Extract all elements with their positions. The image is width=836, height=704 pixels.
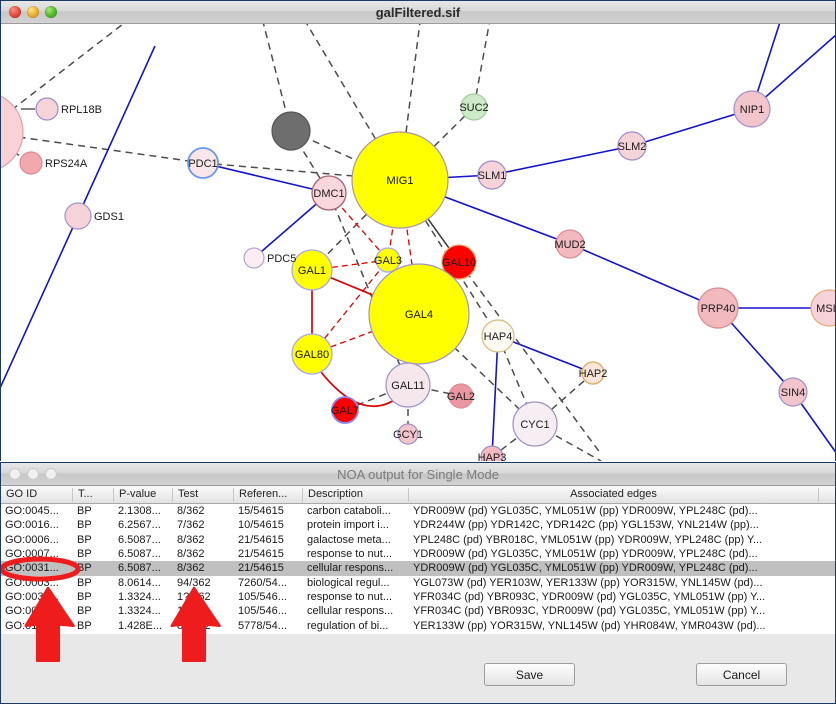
svg-text:GAL2: GAL2 [447, 391, 475, 403]
svg-text:RPL18B: RPL18B [61, 104, 102, 116]
svg-text:MUD2: MUD2 [554, 239, 585, 251]
svg-text:GAL80: GAL80 [295, 349, 329, 361]
svg-text:MSI1: MSI1 [816, 303, 835, 315]
svg-text:DMC1: DMC1 [313, 188, 344, 200]
svg-text:GCY1: GCY1 [393, 429, 423, 441]
svg-text:HAP3: HAP3 [478, 452, 507, 461]
svg-text:PDC1: PDC1 [188, 158, 217, 170]
svg-text:GAL10: GAL10 [442, 257, 476, 269]
svg-text:NIP1: NIP1 [740, 104, 764, 116]
svg-text:GAL1: GAL1 [298, 265, 326, 277]
svg-text:CYC1: CYC1 [520, 419, 549, 431]
svg-text:SUC2: SUC2 [459, 102, 488, 114]
svg-text:MIG1: MIG1 [387, 175, 414, 187]
svg-text:RPS24A: RPS24A [45, 158, 88, 170]
svg-text:GAL3: GAL3 [374, 255, 402, 267]
svg-text:SIN4: SIN4 [781, 387, 805, 399]
svg-text:PRP40: PRP40 [701, 303, 736, 315]
svg-text:GDS1: GDS1 [94, 211, 124, 223]
svg-text:SLM2: SLM2 [618, 141, 647, 153]
svg-text:HAP4: HAP4 [484, 331, 513, 343]
svg-text:PDC5: PDC5 [267, 253, 296, 265]
svg-text:SLM1: SLM1 [478, 170, 507, 182]
svg-text:GAL11: GAL11 [391, 380, 424, 392]
svg-text:HAP2: HAP2 [579, 368, 608, 380]
svg-text:GAL7: GAL7 [331, 405, 359, 417]
svg-text:GAL4: GAL4 [405, 309, 433, 321]
